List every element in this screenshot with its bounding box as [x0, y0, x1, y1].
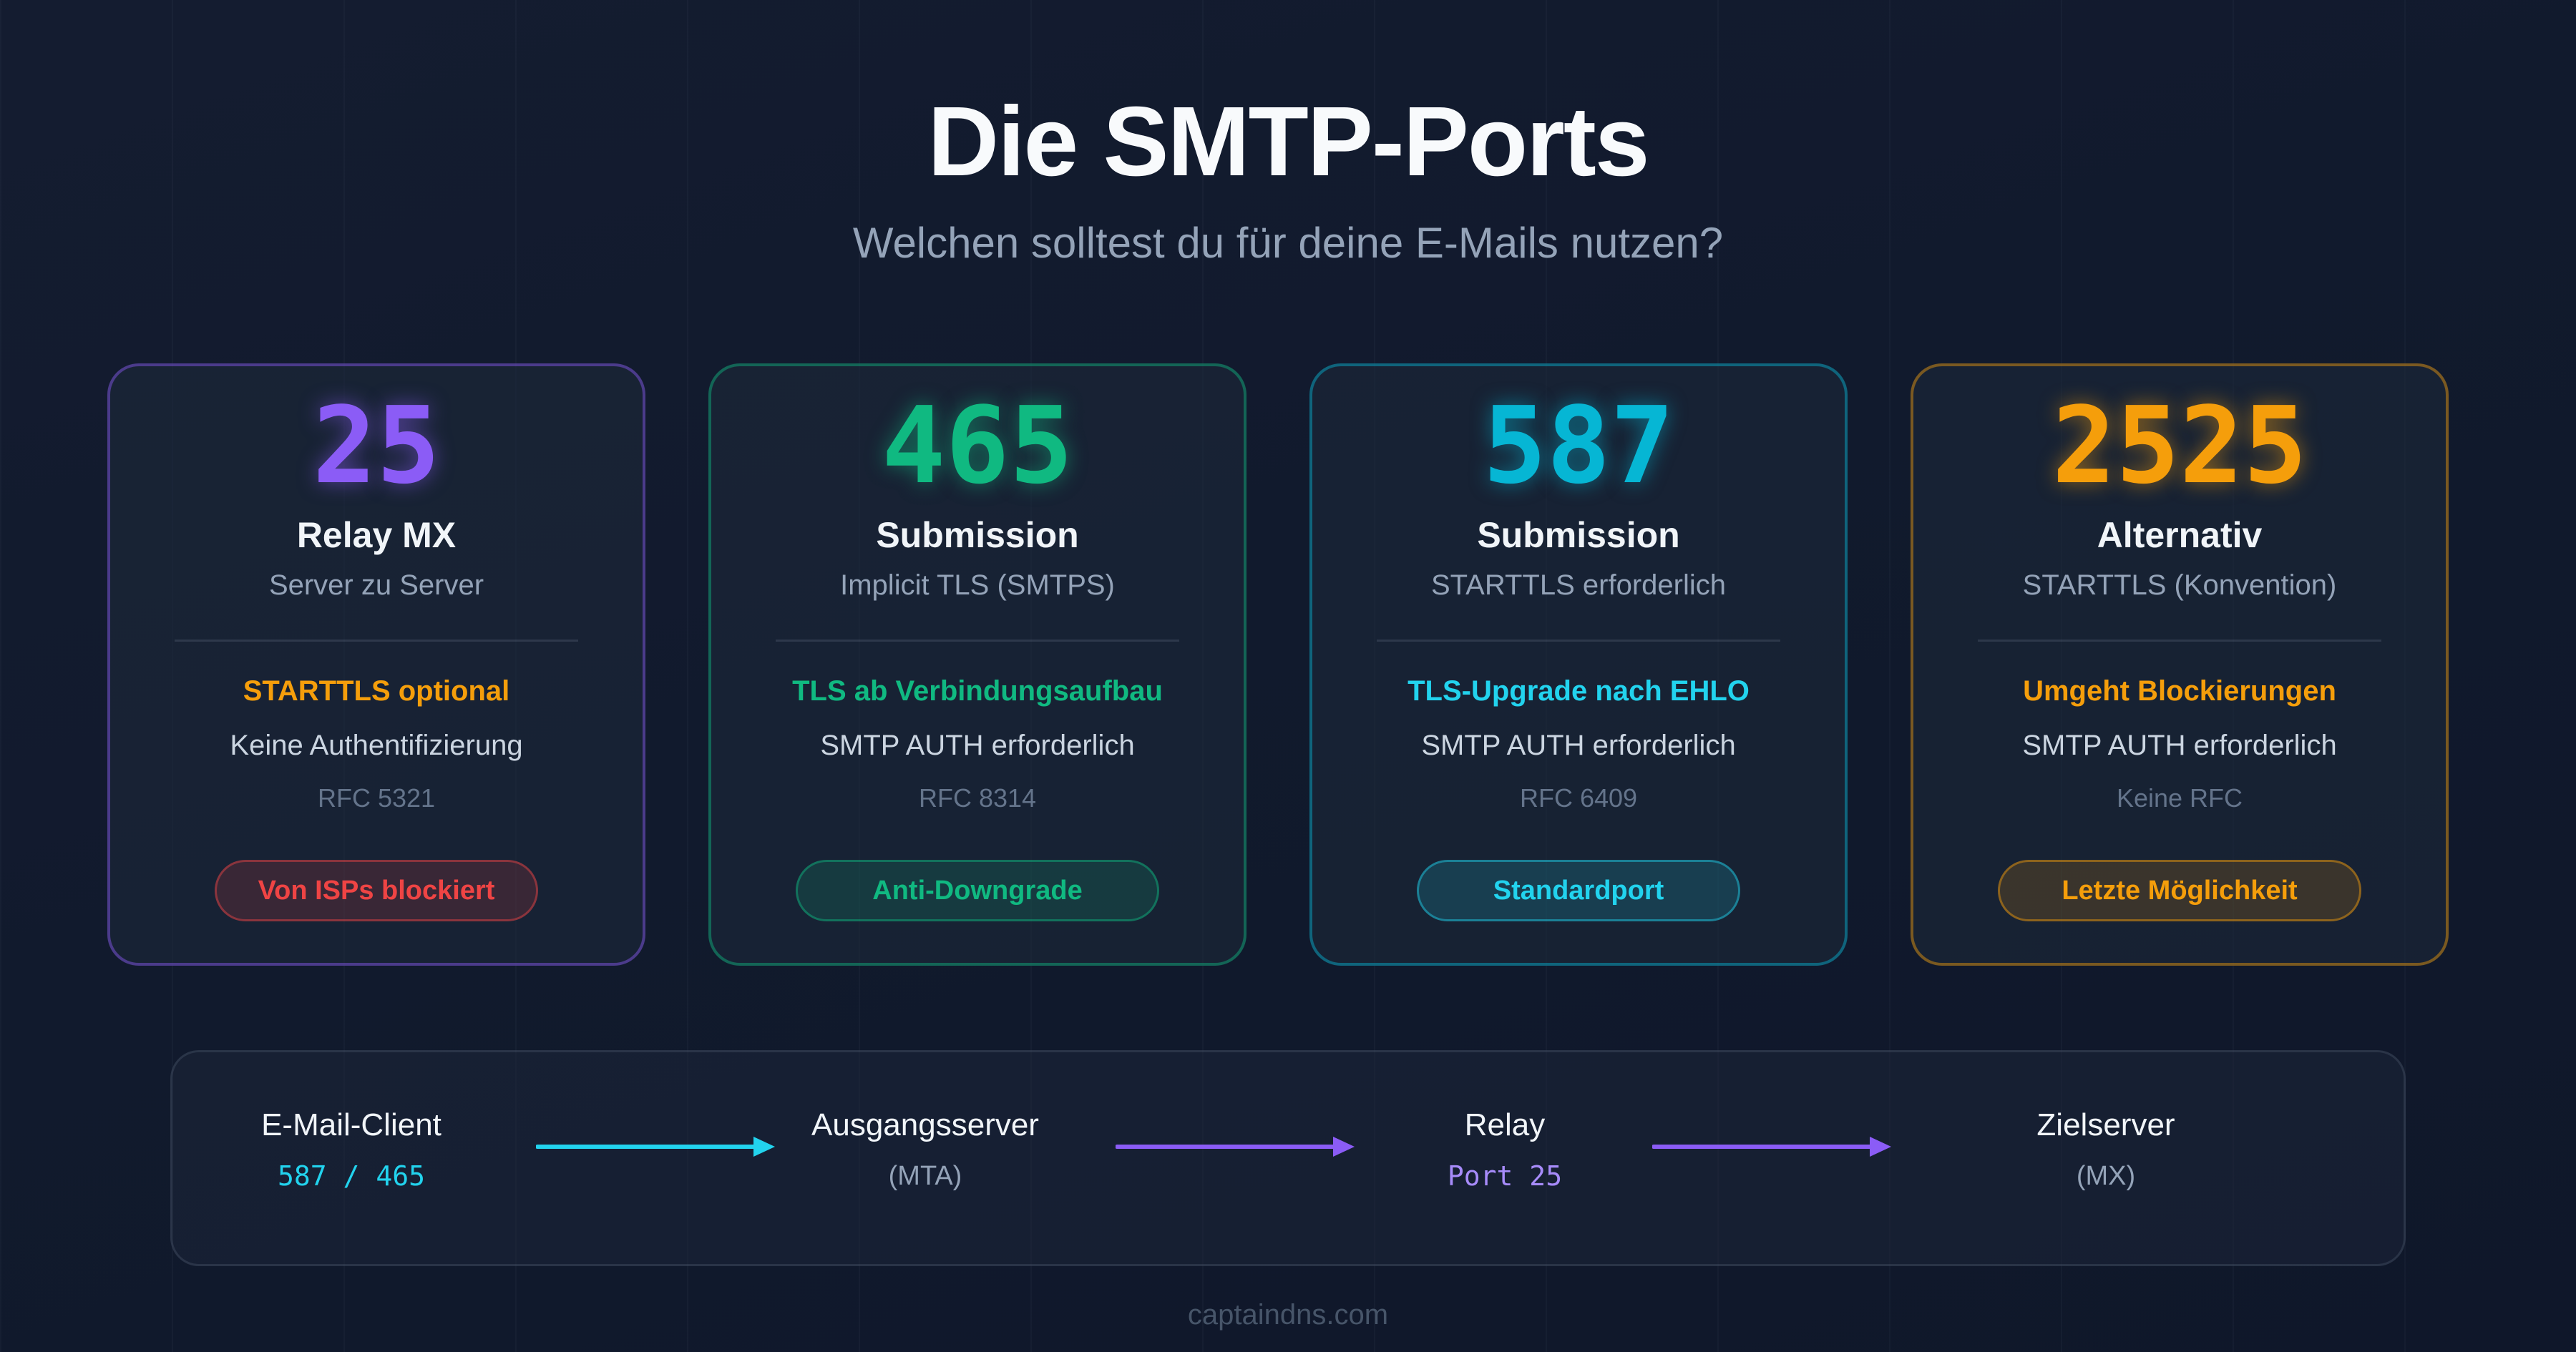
port-feature: STARTTLS optional: [243, 675, 510, 707]
flow-arrow-icon: [536, 1137, 775, 1157]
port-rfc: RFC 5321: [317, 783, 436, 813]
status-badge: Letzte Möglichkeit: [1998, 860, 2361, 921]
port-rfc: RFC 8314: [918, 783, 1037, 813]
flow-node-label: E-Mail-Client: [261, 1107, 441, 1142]
port-number: 2525: [2051, 384, 2308, 507]
flow-node-sub: (MTA): [888, 1161, 962, 1191]
port-number: 587: [1483, 384, 1674, 507]
flow-node-destination-server: Zielserver (MX): [1927, 1104, 2285, 1194]
port-auth: Keine Authentifizierung: [230, 730, 523, 761]
flow-node-email-client: E-Mail-Client 587 / 465: [172, 1104, 530, 1194]
status-badge: Anti-Downgrade: [796, 860, 1159, 921]
port-number: 25: [312, 384, 441, 507]
flow-node-label: Ausgangsserver: [811, 1107, 1039, 1142]
flow-node-sub: (MX): [2076, 1161, 2136, 1191]
footer-brand: captaindns.com: [1187, 1299, 1389, 1331]
port-card-587: 587 Submission STARTTLS erforderlich TLS…: [1309, 363, 1848, 966]
port-name: Alternativ: [2097, 515, 2263, 555]
port-auth: SMTP AUTH erforderlich: [1421, 730, 1736, 761]
flow-node-sub: 587 / 465: [278, 1160, 425, 1192]
page-title: Die SMTP-Ports: [927, 87, 1649, 197]
mail-flow-diagram: E-Mail-Client 587 / 465 Ausgangsserver (…: [170, 1050, 2406, 1266]
port-name: Submission: [1477, 515, 1680, 555]
flow-node-relay: Relay Port 25: [1326, 1104, 1684, 1194]
port-auth: SMTP AUTH erforderlich: [2022, 730, 2337, 761]
status-badge: Standardport: [1417, 860, 1740, 921]
port-description: Implicit TLS (SMTPS): [840, 569, 1115, 601]
port-feature: TLS-Upgrade nach EHLO: [1407, 675, 1750, 707]
port-feature: Umgeht Blockierungen: [2023, 675, 2336, 707]
status-badge: Von ISPs blockiert: [215, 860, 538, 921]
page-subtitle: Welchen solltest du für deine E-Mails nu…: [852, 219, 1724, 267]
card-divider: [776, 640, 1179, 642]
flow-node-label: Relay: [1464, 1107, 1546, 1142]
flow-arrow-icon: [1116, 1137, 1355, 1157]
port-number: 465: [882, 384, 1073, 507]
port-card-2525: 2525 Alternativ STARTTLS (Konvention) Um…: [1911, 363, 2449, 966]
port-name: Submission: [876, 515, 1079, 555]
flow-node-outgoing-server: Ausgangsserver (MTA): [746, 1104, 1104, 1194]
port-rfc: RFC 6409: [1519, 783, 1638, 813]
port-auth: SMTP AUTH erforderlich: [820, 730, 1135, 761]
card-divider: [175, 640, 578, 642]
card-divider: [1377, 640, 1780, 642]
flow-arrow-icon: [1652, 1137, 1891, 1157]
port-description: STARTTLS erforderlich: [1431, 569, 1726, 601]
port-card-465: 465 Submission Implicit TLS (SMTPS) TLS …: [708, 363, 1246, 966]
port-description: STARTTLS (Konvention): [2022, 569, 2337, 601]
port-feature: TLS ab Verbindungsaufbau: [792, 675, 1163, 707]
port-card-25: 25 Relay MX Server zu Server STARTTLS op…: [107, 363, 645, 966]
flow-node-label: Zielserver: [2036, 1107, 2175, 1142]
port-description: Server zu Server: [268, 569, 484, 601]
port-name: Relay MX: [296, 515, 457, 555]
port-rfc: Keine RFC: [2116, 783, 2243, 813]
card-divider: [1978, 640, 2381, 642]
flow-node-sub: Port 25: [1447, 1160, 1563, 1192]
